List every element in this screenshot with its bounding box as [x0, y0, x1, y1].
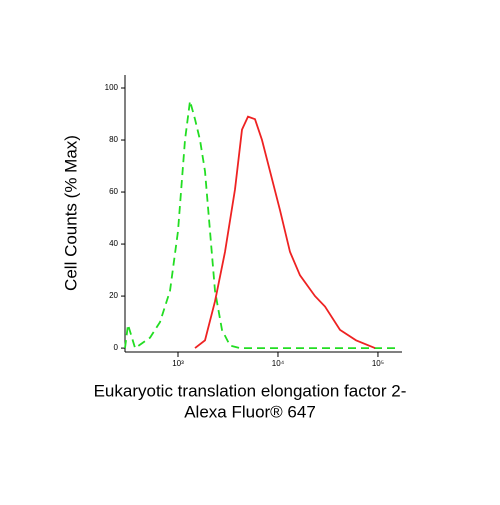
x-axis-label: Eukaryotic translation elongation factor… — [94, 381, 407, 400]
y-tick-label: 20 — [109, 291, 118, 300]
y-axis-label: Cell Counts (% Max) — [61, 135, 80, 291]
x-tick-label: 10³ — [172, 359, 184, 368]
x-tick-label: 10⁴ — [272, 359, 285, 368]
histogram-line — [194, 115, 376, 349]
histogram-line — [124, 100, 400, 350]
y-tick-label: 100 — [105, 83, 119, 92]
y-tick-label: 80 — [109, 135, 118, 144]
y-tick-label: 40 — [109, 239, 118, 248]
y-tick-label: 60 — [109, 187, 118, 196]
x-tick-label: 10⁵ — [372, 359, 384, 368]
y-tick-label: 0 — [114, 343, 119, 352]
x-axis-label: Alexa Fluor® 647 — [184, 402, 316, 421]
